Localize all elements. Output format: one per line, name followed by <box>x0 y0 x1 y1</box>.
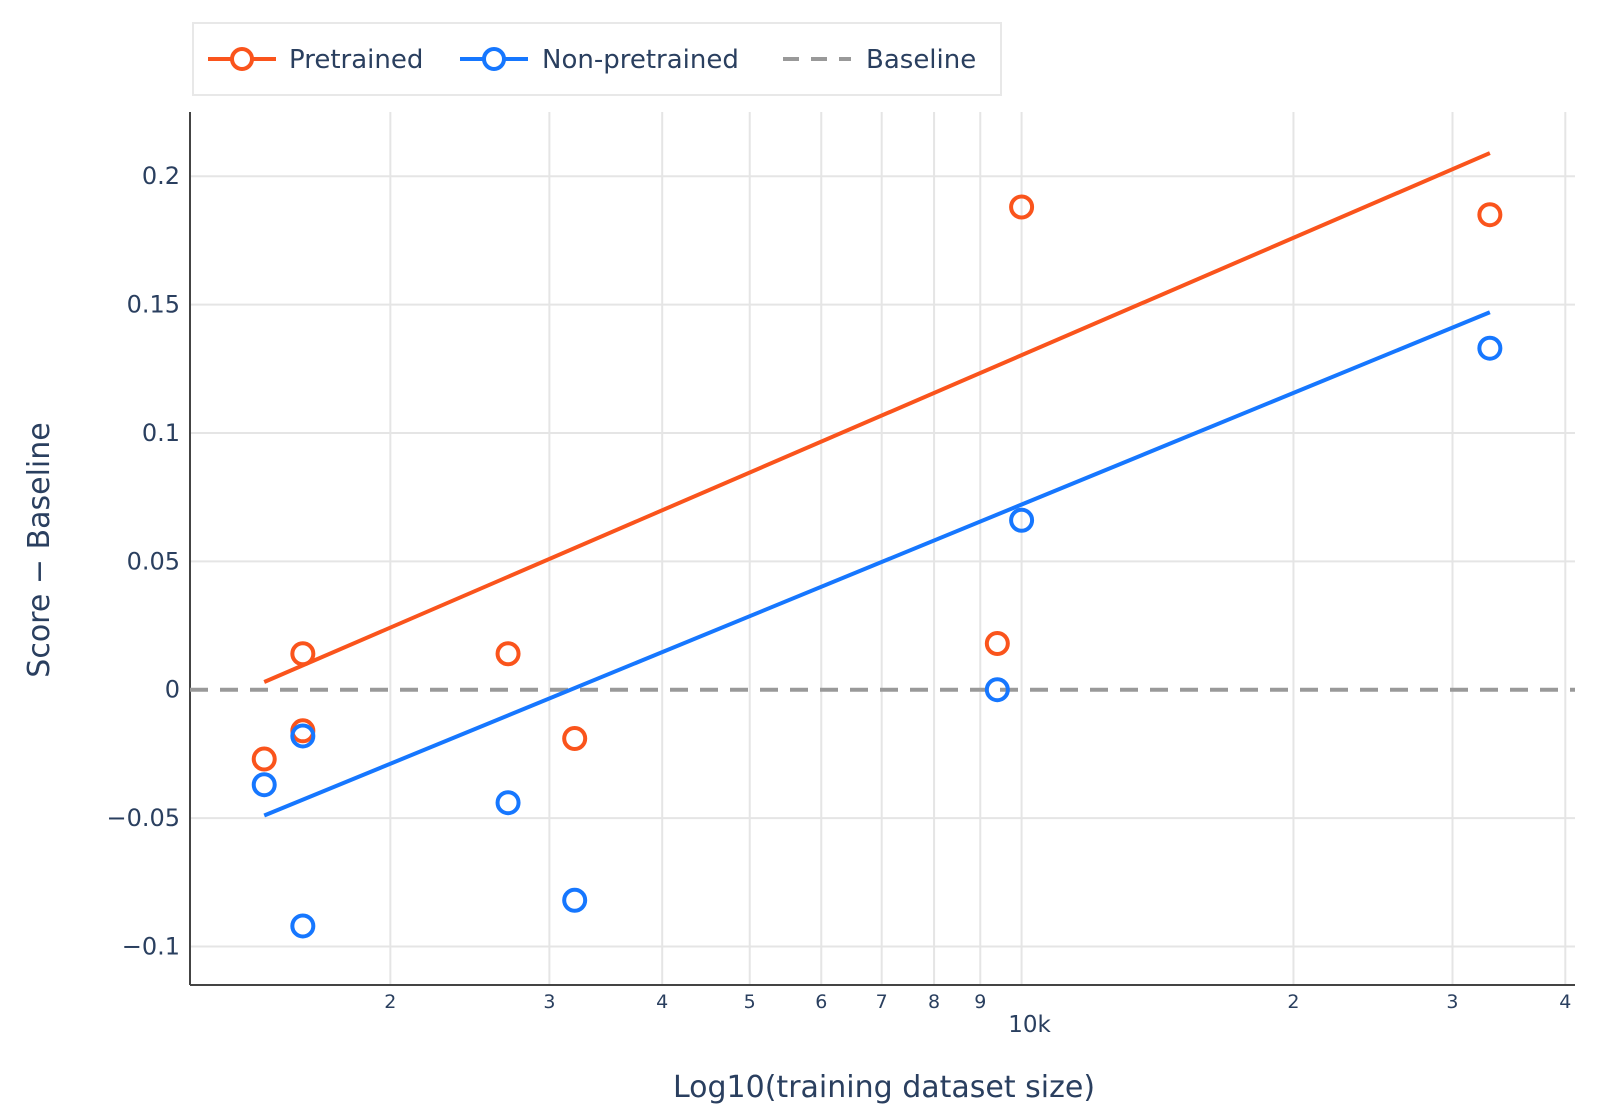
y-tick-label: 0.2 <box>142 162 180 190</box>
legend-item-baseline[interactable]: Baseline <box>783 45 976 75</box>
x-tick-label: 4 <box>656 991 668 1013</box>
legend-item-non-pretrained[interactable]: Non-pretrained <box>460 45 739 75</box>
y-tick-label: 0.15 <box>127 291 180 319</box>
y-tick-label: 0.05 <box>127 547 180 575</box>
x-tick-label: 3 <box>1446 991 1458 1013</box>
data-point-non-pretrained <box>1009 507 1035 533</box>
x-tick-label: 2 <box>384 991 396 1013</box>
data-point-non-pretrained <box>290 723 316 749</box>
legend-marker-non-pretrained <box>482 47 506 71</box>
data-point-non-pretrained <box>290 913 316 939</box>
data-point-non-pretrained <box>495 790 521 816</box>
series-layer <box>251 151 1503 939</box>
y-tick-label: 0.1 <box>142 419 180 447</box>
data-point-non-pretrained <box>984 677 1010 703</box>
fit-line-pretrained <box>263 151 1491 684</box>
legend-label-baseline: Baseline <box>866 45 976 75</box>
x-tick-label: 4 <box>1559 991 1571 1013</box>
x-tick-label-major: 10k <box>1008 1012 1051 1038</box>
legend: Pretrained Non-pretrained Baseline <box>192 22 1002 96</box>
x-tick-label: 3 <box>543 991 555 1013</box>
fit-line-non-pretrained <box>263 310 1491 818</box>
data-point-pretrained <box>562 726 588 752</box>
legend-marker-pretrained <box>230 47 254 71</box>
data-point-pretrained <box>495 641 521 667</box>
x-tick-label: 5 <box>744 991 756 1013</box>
tick-labels: −0.1 −0.05 0 0.05 0.1 0.15 0.2 2 3 4 5 6 7 8 9 10k 2 3 4 <box>106 162 1571 1038</box>
y-tick-label: −0.05 <box>106 804 180 832</box>
x-tick-label: 9 <box>974 991 986 1013</box>
y-tick-label: −0.1 <box>122 932 180 960</box>
axes <box>189 112 1575 986</box>
legend-item-pretrained[interactable]: Pretrained <box>208 45 423 75</box>
data-point-pretrained <box>251 746 277 772</box>
x-tick-label: 8 <box>928 991 940 1013</box>
data-point-non-pretrained <box>251 772 277 798</box>
y-tick-label: 0 <box>165 676 180 704</box>
legend-label-non-pretrained: Non-pretrained <box>542 45 739 75</box>
x-tick-label: 2 <box>1287 991 1299 1013</box>
grid-lines <box>190 112 1575 985</box>
data-point-pretrained <box>984 631 1010 657</box>
data-point-pretrained <box>1477 202 1503 228</box>
legend-box <box>192 22 1002 96</box>
data-point-non-pretrained <box>1477 335 1503 361</box>
x-axis-title: Log10(training dataset size) <box>673 1070 1095 1105</box>
x-tick-label: 6 <box>815 991 827 1013</box>
data-point-pretrained <box>290 641 316 667</box>
legend-label-pretrained: Pretrained <box>289 45 423 75</box>
x-tick-label: 7 <box>876 991 888 1013</box>
y-axis-title: Score − Baseline <box>22 422 57 677</box>
data-point-pretrained <box>1009 194 1035 220</box>
data-point-non-pretrained <box>562 887 588 913</box>
